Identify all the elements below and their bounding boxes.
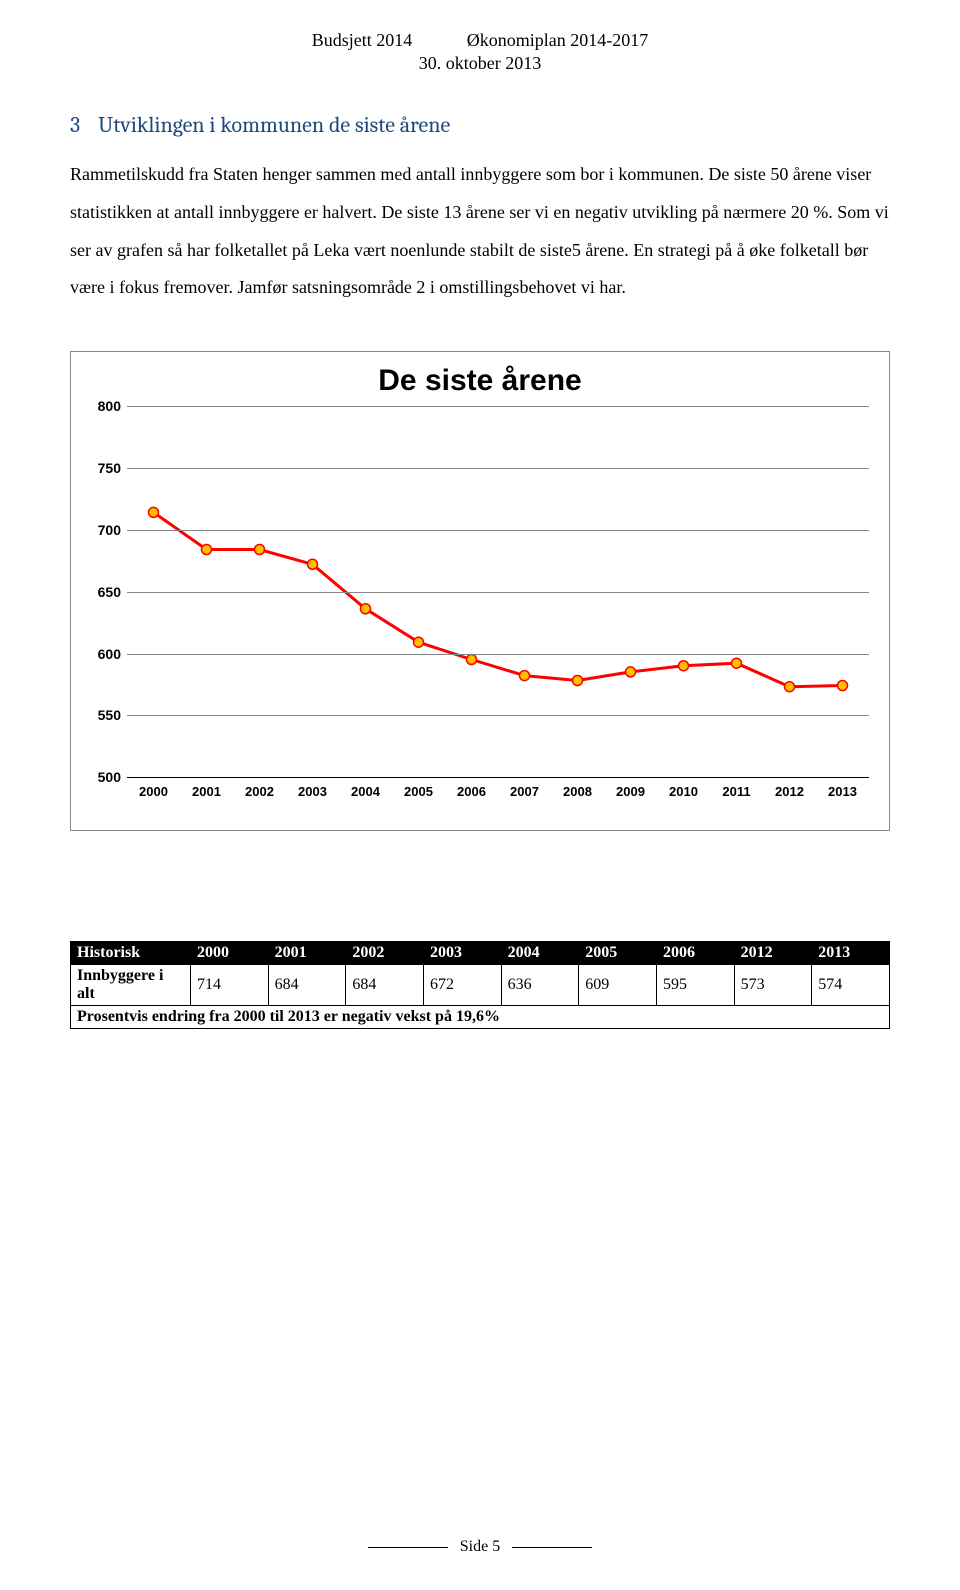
page-number: Side 5	[460, 1538, 500, 1555]
table-footer-row: Prosentvis endring fra 2000 til 2013 er …	[71, 1006, 890, 1029]
chart-marker	[308, 559, 318, 569]
chart-plot-region: 500550600650700750800	[127, 406, 869, 778]
chart-xtick: 2013	[816, 784, 869, 799]
chart-marker	[785, 682, 795, 692]
chart-xtick: 2003	[286, 784, 339, 799]
table-cell: 714	[191, 965, 269, 1006]
chart-ytick: 800	[83, 398, 121, 414]
table-cell: 595	[656, 965, 734, 1006]
section-number: 3	[70, 112, 80, 138]
chart-xtick: 2000	[127, 784, 180, 799]
table-footer-text: Prosentvis endring fra 2000 til 2013 er …	[71, 1006, 890, 1029]
table-column-header: 2005	[579, 942, 657, 965]
chart-gridline	[127, 654, 869, 655]
table-cell: 636	[501, 965, 579, 1006]
chart-marker	[838, 681, 848, 691]
page-header: Budsjett 2014 Økonomiplan 2014-2017 30. …	[70, 30, 890, 74]
table-header-label: Historisk	[71, 942, 191, 965]
chart-ytick: 650	[83, 584, 121, 600]
chart-xtick: 2002	[233, 784, 286, 799]
table-cell: 609	[579, 965, 657, 1006]
section-title: Utviklingen i kommunen de siste årene	[98, 112, 450, 138]
footer-rule-right	[512, 1547, 592, 1548]
table-cell: 573	[734, 965, 812, 1006]
table-column-header: 2003	[423, 942, 501, 965]
chart-marker	[679, 661, 689, 671]
table-cell: 684	[268, 965, 346, 1006]
chart-marker	[467, 655, 477, 665]
table-column-header: 2012	[734, 942, 812, 965]
chart-x-labels: 2000200120022003200420052006200720082009…	[127, 784, 869, 799]
chart-ytick: 750	[83, 460, 121, 476]
table-column-header: 2002	[346, 942, 424, 965]
chart-xtick: 2001	[180, 784, 233, 799]
footer-rule-left	[368, 1547, 448, 1548]
chart-xtick: 2006	[445, 784, 498, 799]
chart-xtick: 2005	[392, 784, 445, 799]
chart-marker	[361, 604, 371, 614]
chart-marker	[255, 545, 265, 555]
chart-marker	[202, 545, 212, 555]
table-row: Innbyggere i alt 71468468467263660959557…	[71, 965, 890, 1006]
chart-marker	[732, 658, 742, 668]
table-column-header: 2006	[656, 942, 734, 965]
header-date: 30. oktober 2013	[70, 53, 890, 74]
chart-marker	[414, 637, 424, 647]
table-column-header: 2001	[268, 942, 346, 965]
table-cell: 672	[423, 965, 501, 1006]
chart-ytick: 700	[83, 522, 121, 538]
table-column-header: 2004	[501, 942, 579, 965]
section-heading: 3 Utviklingen i kommunen de siste årene	[70, 112, 890, 138]
chart-xtick: 2004	[339, 784, 392, 799]
header-right: Økonomiplan 2014-2017	[467, 30, 649, 51]
chart-xtick: 2012	[763, 784, 816, 799]
chart-xtick: 2009	[604, 784, 657, 799]
chart-gridline	[127, 406, 869, 407]
chart-xtick: 2010	[657, 784, 710, 799]
table-cell: 574	[812, 965, 890, 1006]
chart-ytick: 500	[83, 769, 121, 785]
chart-marker	[573, 676, 583, 686]
table-header-row: Historisk 200020012002200320042005200620…	[71, 942, 890, 965]
body-paragraph: Rammetilskudd fra Staten henger sammen m…	[70, 156, 890, 307]
chart-gridline	[127, 715, 869, 716]
population-chart: De siste årene 500550600650700750800 200…	[70, 351, 890, 831]
chart-gridline	[127, 468, 869, 469]
table-column-header: 2013	[812, 942, 890, 965]
page-footer: Side 5	[0, 1538, 960, 1556]
header-left: Budsjett 2014	[312, 30, 413, 51]
chart-ytick: 550	[83, 707, 121, 723]
chart-title: De siste årene	[85, 364, 875, 398]
chart-marker	[520, 671, 530, 681]
chart-marker	[626, 667, 636, 677]
table-row-label: Innbyggere i alt	[71, 965, 191, 1006]
chart-xtick: 2011	[710, 784, 763, 799]
chart-xtick: 2008	[551, 784, 604, 799]
chart-gridline	[127, 592, 869, 593]
chart-ytick: 600	[83, 646, 121, 662]
chart-xtick: 2007	[498, 784, 551, 799]
population-table: Historisk 200020012002200320042005200620…	[70, 941, 890, 1029]
chart-gridline	[127, 530, 869, 531]
table-column-header: 2000	[191, 942, 269, 965]
table-cell: 684	[346, 965, 424, 1006]
chart-marker	[149, 508, 159, 518]
